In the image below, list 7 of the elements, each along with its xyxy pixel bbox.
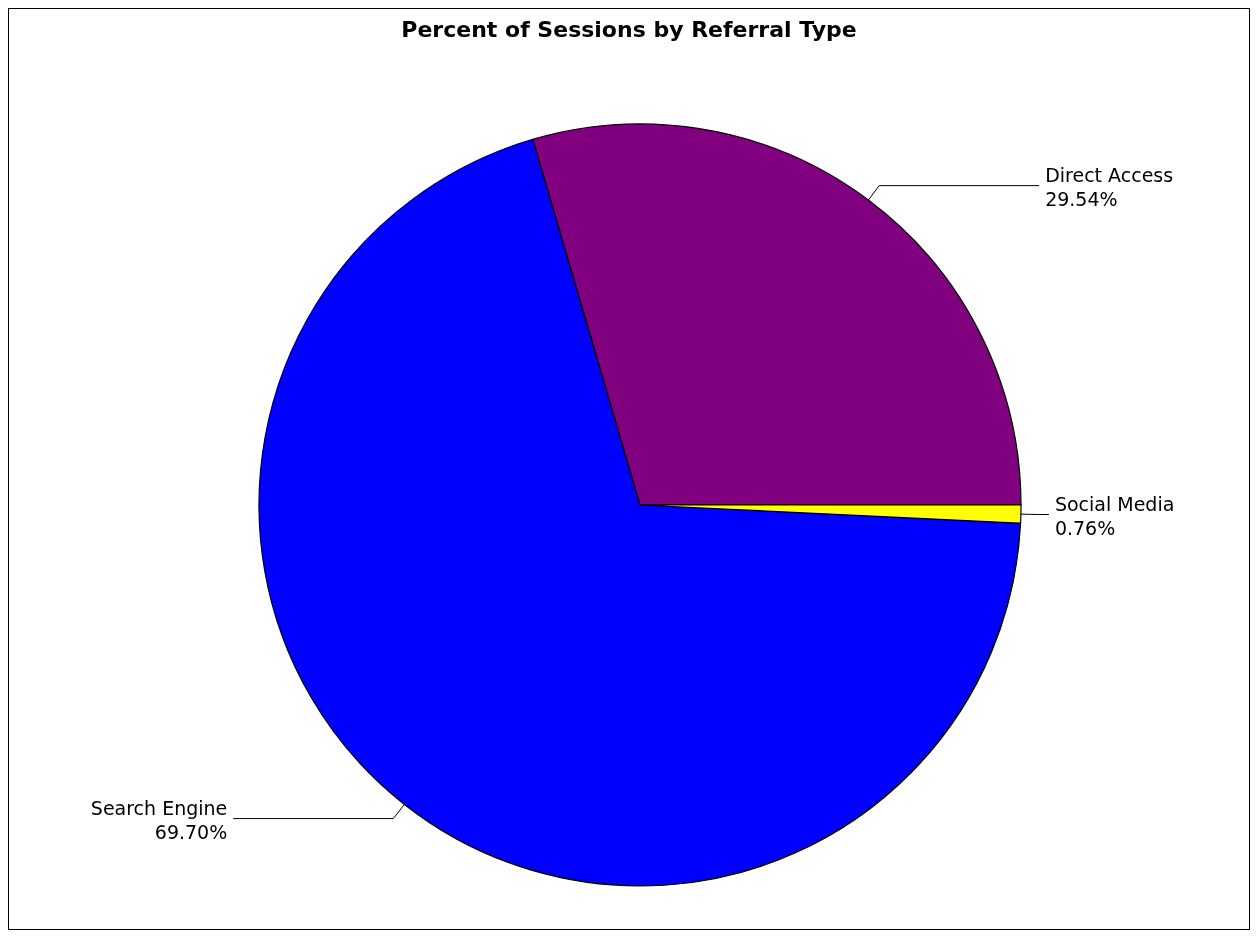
slice-label: Direct Access [1045, 163, 1174, 186]
slice-label: Social Media [1054, 492, 1175, 515]
slice-label: Search Engine [90, 796, 228, 819]
chart-title: Percent of Sessions by Referral Type [400, 17, 858, 42]
data-label: 0.76% [1054, 516, 1116, 539]
data-label: 29.54% [1045, 187, 1118, 210]
data-label: 69.70% [154, 820, 228, 843]
